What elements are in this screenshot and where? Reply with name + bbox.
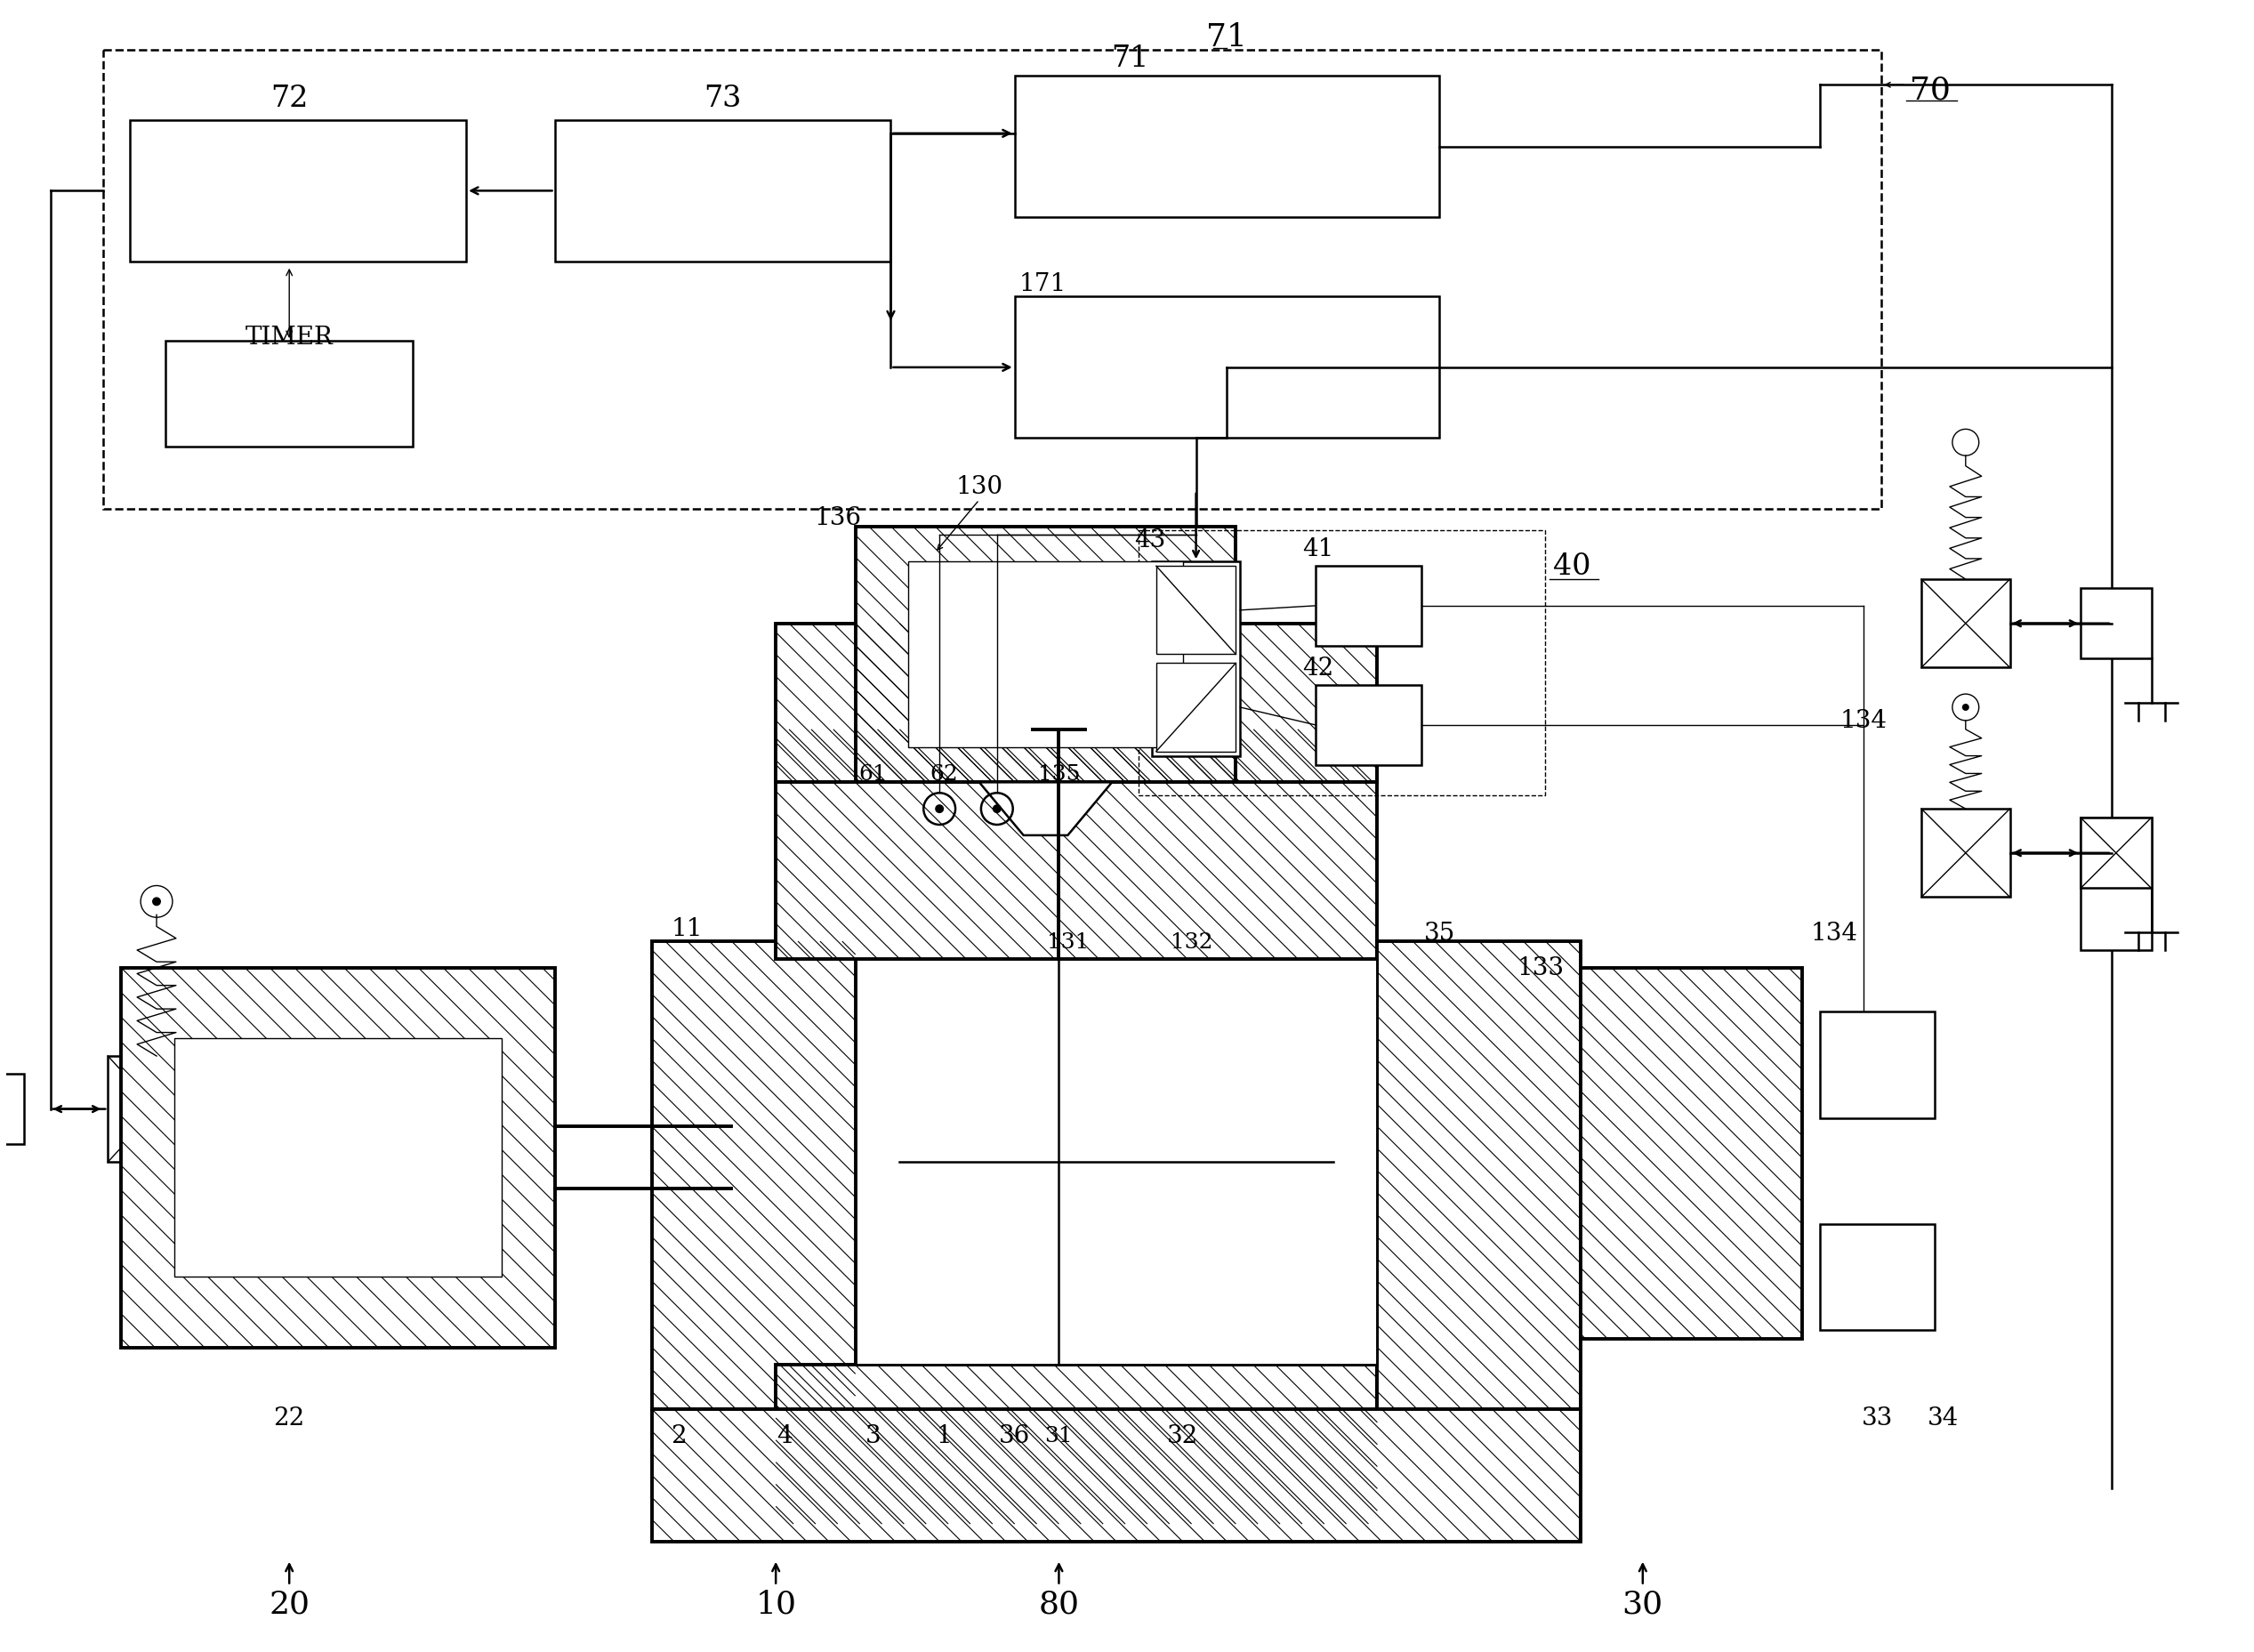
Bar <box>1156 567 1235 654</box>
Text: 80: 80 <box>1039 1588 1080 1619</box>
Text: 11: 11 <box>672 917 703 940</box>
Text: 20: 20 <box>268 1588 309 1619</box>
Bar <box>1316 686 1422 765</box>
Text: 36: 36 <box>999 1424 1030 1447</box>
Bar <box>857 960 1377 1365</box>
Circle shape <box>151 897 160 907</box>
Circle shape <box>935 805 944 814</box>
Bar <box>651 1409 1580 1541</box>
Bar <box>775 1365 1377 1525</box>
Text: 133: 133 <box>1517 957 1564 980</box>
Bar <box>775 624 1377 783</box>
Bar <box>104 50 1882 509</box>
Bar <box>1156 664 1235 752</box>
Bar <box>1014 297 1440 438</box>
Bar <box>651 942 857 1409</box>
Text: 10: 10 <box>755 1588 796 1619</box>
Text: 134: 134 <box>1810 920 1857 945</box>
Bar <box>857 527 1235 783</box>
Text: 132: 132 <box>1170 932 1213 952</box>
Text: 61: 61 <box>859 763 888 785</box>
Text: TIMER: TIMER <box>246 325 334 349</box>
Text: 30: 30 <box>1623 1588 1663 1619</box>
Bar <box>165 342 412 448</box>
Circle shape <box>1961 704 1970 712</box>
Text: 130: 130 <box>956 476 1003 499</box>
Bar <box>1819 1224 1934 1330</box>
Text: 62: 62 <box>929 763 958 785</box>
Text: 34: 34 <box>1927 1406 1959 1431</box>
Text: 135: 135 <box>1037 763 1080 785</box>
Bar <box>122 968 554 1348</box>
Text: 22: 22 <box>273 1406 304 1431</box>
Bar <box>857 960 1377 1365</box>
Text: 171: 171 <box>1019 273 1066 296</box>
Bar <box>775 783 1377 960</box>
Bar <box>1316 567 1422 646</box>
Text: 35: 35 <box>1425 920 1454 945</box>
Circle shape <box>992 805 1001 814</box>
Bar <box>1152 562 1240 757</box>
Text: 71: 71 <box>1111 45 1150 73</box>
Bar <box>1920 809 2011 897</box>
Bar <box>174 1039 503 1277</box>
Bar <box>1580 968 1801 1338</box>
Text: 1: 1 <box>935 1424 951 1447</box>
Text: 31: 31 <box>1046 1426 1073 1446</box>
Text: 70: 70 <box>1909 74 1950 106</box>
Text: 72: 72 <box>270 84 309 112</box>
Text: 134: 134 <box>1839 709 1887 733</box>
Bar <box>1377 942 1580 1409</box>
Text: 131: 131 <box>1046 932 1089 952</box>
Text: 3: 3 <box>866 1424 881 1447</box>
Text: 43: 43 <box>1134 529 1165 552</box>
Bar <box>1014 76 1440 218</box>
Text: 42: 42 <box>1303 656 1334 681</box>
Text: 32: 32 <box>1168 1424 1199 1447</box>
Polygon shape <box>978 783 1111 836</box>
Text: 2: 2 <box>672 1424 685 1447</box>
Bar <box>775 730 1377 783</box>
Text: 41: 41 <box>1303 537 1334 562</box>
Text: 136: 136 <box>814 506 861 530</box>
Bar <box>1920 580 2011 667</box>
Bar <box>2080 588 2150 659</box>
Bar <box>1819 1013 1934 1118</box>
Text: 4: 4 <box>778 1424 793 1447</box>
Bar <box>2080 818 2150 950</box>
Bar <box>2080 818 2150 889</box>
Bar <box>0 1074 25 1145</box>
Text: 71: 71 <box>1206 21 1246 53</box>
Text: 40: 40 <box>1553 552 1591 582</box>
Bar <box>1138 532 1546 796</box>
Text: 73: 73 <box>703 84 742 112</box>
Text: 33: 33 <box>1862 1406 1893 1431</box>
Bar <box>908 562 1183 747</box>
Bar <box>131 121 467 263</box>
Bar <box>554 121 890 263</box>
Bar <box>108 1056 205 1163</box>
